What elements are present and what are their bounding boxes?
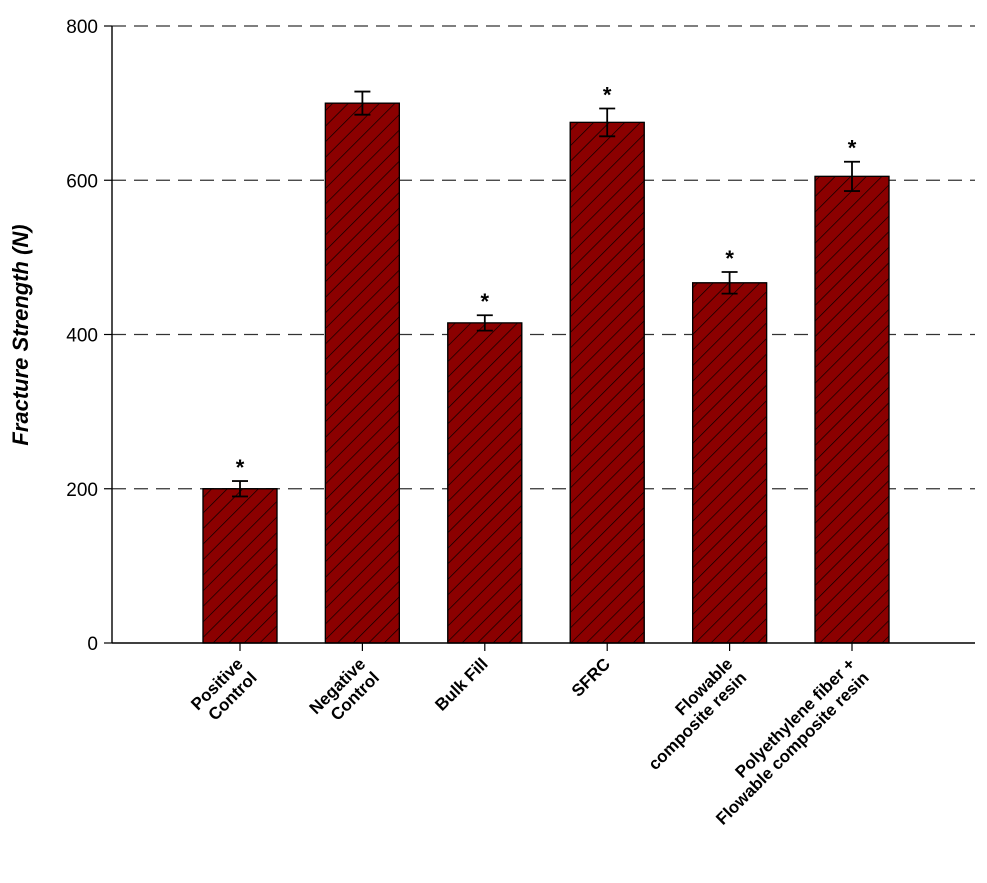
significance-marker: * xyxy=(848,136,857,161)
x-tick-label: Bulk Fill xyxy=(431,654,491,714)
y-axis-label: Fracture Strength (N) xyxy=(8,224,33,445)
bar-hatch xyxy=(447,322,523,644)
significance-marker: * xyxy=(481,289,490,314)
y-tick-label: 200 xyxy=(66,480,98,501)
x-tick-label: NegativeControl xyxy=(306,654,383,731)
significance-marker: * xyxy=(236,455,245,480)
x-tick-label: SFRC xyxy=(568,654,614,700)
y-tick-label: 0 xyxy=(87,634,98,655)
x-tick-label: PositiveControl xyxy=(187,654,260,727)
y-tick-label: 600 xyxy=(66,171,98,192)
significance-marker: * xyxy=(603,83,612,108)
bar-hatch xyxy=(569,121,645,644)
bar-hatch xyxy=(324,102,400,644)
bar-hatch xyxy=(691,282,768,644)
bar-hatch xyxy=(202,488,278,644)
y-tick-label: 400 xyxy=(66,326,98,347)
bar-hatch xyxy=(814,175,890,644)
y-tick-label: 800 xyxy=(66,17,98,38)
significance-marker: * xyxy=(725,246,734,271)
x-tick-label: Flowablecomposite resin xyxy=(631,654,750,773)
